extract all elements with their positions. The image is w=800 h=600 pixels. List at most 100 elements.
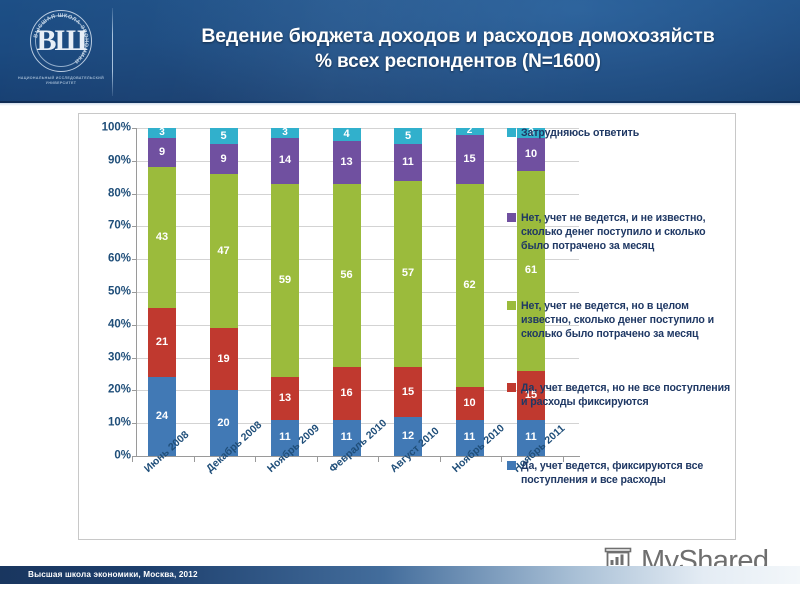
bar-segment-value: 3 — [282, 126, 288, 138]
x-axis-tick-mark — [562, 457, 564, 462]
legend-color-swatch — [507, 461, 516, 470]
bar-segment: 11 — [271, 419, 299, 456]
page-title: Ведение бюджета доходов и расходов домох… — [128, 23, 788, 75]
bar-segment: 15 — [394, 367, 422, 417]
y-axis-tick-mark — [132, 160, 136, 162]
bar-segment: 9 — [148, 137, 176, 168]
bar-segment-value: 14 — [278, 154, 292, 167]
stacked-bar-chart: 100% 90% 80% 70% 60% 50% 40% 30% 20% 10% 0% 3 9 43 21… — [79, 114, 737, 541]
bar-segment: 2 — [455, 125, 484, 137]
bar-segment: 13 — [271, 377, 299, 420]
y-axis-tick-mark — [132, 456, 136, 457]
bar-segment: 11 — [517, 419, 545, 456]
bar-segment-value: 61 — [524, 264, 538, 277]
footer-bar — [0, 566, 800, 584]
x-axis-tick-mark — [316, 457, 318, 462]
bar-segment: 19 — [209, 328, 238, 391]
bar-segment: 3 — [271, 126, 299, 138]
bar-segment-value: 2 — [466, 125, 473, 137]
bar-segment-value: 10 — [463, 397, 476, 410]
legend-color-swatch — [507, 383, 516, 392]
bar-segment: 20 — [209, 390, 238, 456]
y-axis-tick-mark — [132, 226, 136, 228]
bar-segment: 47 — [209, 173, 238, 329]
x-axis-tick-mark — [255, 457, 256, 462]
bar-segment-value: 9 — [220, 152, 227, 165]
bar-segment-value: 24 — [155, 410, 169, 423]
title-line-2: % всех респондентов (N=1600) — [315, 51, 601, 72]
header-baseline — [0, 101, 800, 103]
bar-segment: 57 — [394, 180, 422, 368]
legend-item[interactable]: Затрудняюсь ответить — [507, 126, 732, 140]
y-axis-tick-mark — [132, 259, 136, 261]
bar-segment: 10 — [517, 137, 545, 171]
bar-segment-value: 13 — [340, 155, 353, 168]
stacked-bar: 3 14 59 13 11 — [271, 126, 299, 456]
bar-segment-value: 15 — [401, 385, 415, 398]
bar-segment: 15 — [517, 370, 545, 420]
bar-segment-value: 11 — [340, 431, 353, 444]
bar-segment-value: 57 — [401, 267, 415, 280]
stacked-bar: 3 9 43 21 24 — [148, 126, 176, 456]
bar-segment: 16 — [332, 367, 361, 420]
y-axis-tick-label: 10% — [107, 416, 131, 429]
y-axis-tick-label: 0% — [114, 449, 131, 462]
bar-segment-value: 10 — [524, 147, 538, 160]
bar-segment: 11 — [455, 419, 484, 456]
bar-segment-value: 9 — [158, 146, 166, 159]
bar-segment-value: 11 — [402, 155, 414, 168]
chart-panel: 100% 90% 80% 70% 60% 50% 40% 30% 20% 10% 0% 3 9 43 21… — [78, 113, 736, 540]
bar-segment: 3 — [148, 126, 176, 138]
logo-subtitle: НАЦИОНАЛЬНЫЙ ИССЛЕДОВАТЕЛЬСКИЙ УНИВЕРСИТ… — [14, 76, 108, 87]
header-divider — [112, 8, 113, 96]
bar-segment-value: 15 — [463, 152, 476, 165]
logo-subtitle-line2: УНИВЕРСИТЕТ — [45, 81, 77, 86]
y-axis-ticks: 100% 90% 80% 70% 60% 50% 40% 30% 20% 10% 0% — [79, 114, 131, 541]
logo-ring-text-icon: ВЫСШАЯ ШКОЛА ЭКОНОМИКИ — [33, 13, 88, 64]
x-axis-tick-mark — [193, 457, 195, 462]
y-axis-tick-label: 60% — [107, 252, 131, 265]
title-line-1: Ведение бюджета доходов и расходов домох… — [201, 25, 715, 47]
bar-segment-value: 11 — [279, 431, 291, 444]
bar-segment: 43 — [148, 167, 176, 309]
header-underline — [0, 103, 800, 106]
y-axis-tick-label: 50% — [107, 285, 131, 298]
bar-segment-value: 4 — [343, 128, 350, 141]
stacked-bar: 4 13 56 16 11 — [332, 128, 361, 456]
y-axis-tick-label: 40% — [107, 318, 131, 331]
x-axis-tick-mark — [378, 457, 379, 462]
bar-segment: 62 — [455, 183, 484, 388]
legend-color-swatch — [507, 213, 516, 222]
x-axis-tick-mark — [439, 457, 441, 462]
legend-item-label: Да, учет ведется, фиксируются все поступ… — [521, 460, 704, 487]
legend-color-swatch — [507, 128, 516, 137]
bar-segment: 9 — [209, 144, 238, 174]
legend-item-label: Да, учет ведется, но не все поступления … — [521, 382, 731, 409]
bar-segment-value: 3 — [159, 126, 165, 138]
bar-segment: 56 — [332, 183, 361, 368]
legend-item[interactable]: Нет, учет не ведется, и не известно, ско… — [507, 211, 732, 254]
logo-outer-ring — [30, 10, 92, 72]
y-axis-tick-mark — [132, 193, 136, 195]
bar-segment: 3 — [517, 127, 545, 138]
bar-segment-value: 16 — [340, 387, 353, 400]
bar-segment: 10 — [455, 387, 484, 420]
bar-segment-value: 5 — [220, 129, 227, 142]
logo-inner-ring — [35, 15, 87, 67]
legend-item[interactable]: Нет, учет не ведется, но в целом известн… — [507, 299, 732, 342]
bar-segment-value: 62 — [463, 278, 476, 291]
stacked-bar: 2 15 62 10 11 — [455, 125, 484, 456]
hse-logo: ВЫСШАЯ ШКОЛА ЭКОНОМИКИ ВШ НАЦИОНАЛЬНЫЙ И… — [14, 4, 108, 100]
y-axis-tick-mark — [132, 128, 136, 129]
bar-segment-value: 59 — [278, 274, 292, 287]
legend-item[interactable]: Да, учет ведется, фиксируются все поступ… — [507, 459, 732, 487]
stacked-bar: 5 9 47 19 20 — [209, 128, 238, 456]
bar-segment-value: 56 — [340, 269, 353, 282]
y-axis-tick-mark — [132, 390, 136, 392]
y-axis-tick-label: 90% — [107, 154, 131, 167]
bar-segment-value: 21 — [155, 336, 169, 349]
bar-segment-value: 12 — [401, 429, 415, 442]
legend-item[interactable]: Да, учет ведется, но не все поступления … — [507, 381, 732, 409]
x-axis-line — [136, 456, 580, 457]
bar-segment: 14 — [271, 137, 299, 184]
